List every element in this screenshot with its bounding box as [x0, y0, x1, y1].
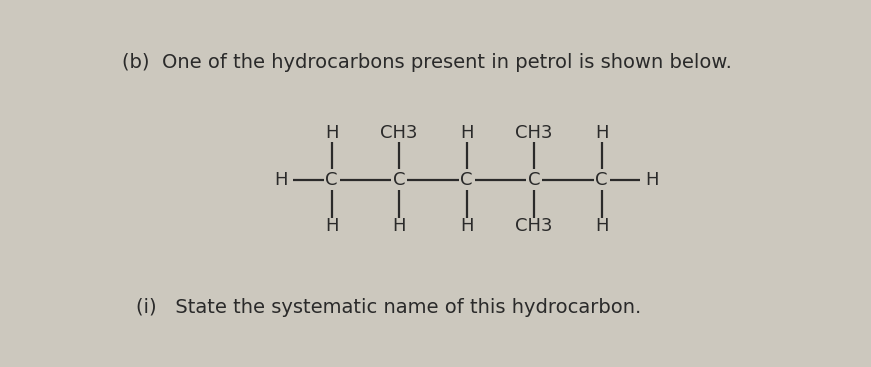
- Text: H: H: [274, 171, 287, 189]
- Text: H: H: [325, 217, 338, 235]
- Text: H: H: [595, 217, 608, 235]
- Text: C: C: [461, 171, 473, 189]
- Text: CH3: CH3: [516, 124, 553, 142]
- Text: H: H: [460, 124, 473, 142]
- Text: H: H: [645, 171, 659, 189]
- Text: CH3: CH3: [516, 217, 553, 235]
- Text: H: H: [325, 124, 338, 142]
- Text: (i)   State the systematic name of this hydrocarbon.: (i) State the systematic name of this hy…: [136, 298, 641, 317]
- Text: H: H: [460, 217, 473, 235]
- Text: C: C: [326, 171, 338, 189]
- Text: (b)  One of the hydrocarbons present in petrol is shown below.: (b) One of the hydrocarbons present in p…: [122, 52, 733, 72]
- Text: H: H: [393, 217, 406, 235]
- Text: C: C: [528, 171, 540, 189]
- Text: CH3: CH3: [381, 124, 418, 142]
- Text: C: C: [393, 171, 405, 189]
- Text: C: C: [596, 171, 608, 189]
- Text: H: H: [595, 124, 608, 142]
